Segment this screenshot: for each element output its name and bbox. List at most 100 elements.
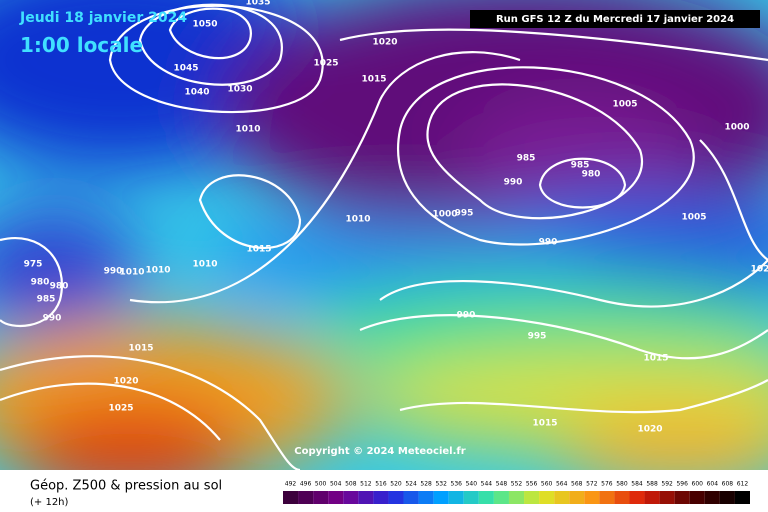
color-tick-label: 600	[692, 481, 704, 488]
color-swatch	[463, 491, 479, 504]
isobar-label: 990	[457, 311, 476, 321]
isobar-label: 995	[455, 209, 474, 219]
color-swatch	[313, 491, 329, 504]
color-swatch	[584, 491, 600, 504]
color-swatch	[644, 491, 660, 504]
color-tick-label: 504	[330, 481, 342, 488]
color-swatch	[569, 491, 585, 504]
color-tick-label: 512	[360, 481, 372, 488]
color-tick-label: 524	[405, 481, 417, 488]
footer-title: Géop. Z500 & pression au sol	[30, 479, 222, 494]
color-tick-label: 552	[511, 481, 523, 488]
isobar-label: 1010	[119, 268, 144, 278]
isobar-label: 985	[571, 161, 590, 171]
color-tick-label: 492	[285, 481, 297, 488]
isobar-label: 990	[43, 314, 62, 324]
color-tick-label: 580	[616, 481, 628, 488]
isobar-label: 1020	[637, 425, 662, 435]
isobar-label: 1015	[246, 245, 271, 255]
isobar-label: 1005	[681, 213, 706, 223]
isobar-label: 1010	[145, 266, 170, 276]
run-label: Run GFS 12 Z du Mercredi 17 janvier 2024	[496, 14, 734, 25]
isobar-label: 1035	[245, 0, 270, 8]
color-swatch	[629, 491, 645, 504]
color-swatch	[478, 491, 494, 504]
isobar-label: 985	[37, 295, 56, 305]
footer-lead: (+ 12h)	[30, 497, 69, 508]
color-tick-label: 548	[496, 481, 508, 488]
date: Jeudi 18 janvier 2024	[19, 10, 187, 26]
color-swatch	[493, 491, 509, 504]
color-tick-label: 540	[466, 481, 478, 488]
isobar-label: 1000	[432, 210, 457, 220]
color-tick-label: 496	[300, 481, 312, 488]
time: 1:00 locale	[20, 33, 143, 57]
field	[0, 0, 768, 470]
isobar-label: 1015	[532, 419, 557, 429]
color-swatch	[343, 491, 359, 504]
isobar-label: 1045	[173, 64, 198, 74]
isobar-label: 1015	[643, 354, 668, 364]
color-tick-label: 528	[420, 481, 432, 488]
isobar-label: 980	[50, 282, 69, 292]
isobar-label: 1020	[372, 38, 397, 48]
color-swatch	[448, 491, 464, 504]
copyright: Copyright © 2024 Meteociel.fr	[294, 446, 465, 457]
isobar-label: 1025	[108, 404, 133, 414]
color-swatch	[298, 491, 314, 504]
isobar-label: 980	[582, 170, 601, 180]
color-swatch	[358, 491, 374, 504]
color-tick-label: 500	[315, 481, 327, 488]
isobar-label: 1015	[128, 344, 153, 354]
isobar-label: 1000	[724, 123, 749, 133]
color-tick-label: 536	[451, 481, 463, 488]
color-tick-label: 572	[586, 481, 598, 488]
isobar-label: 995	[528, 332, 547, 342]
color-tick-label: 516	[375, 481, 387, 488]
color-tick-label: 576	[601, 481, 613, 488]
color-swatch	[388, 491, 404, 504]
color-tick-label: 560	[541, 481, 553, 488]
color-tick-label: 544	[481, 481, 493, 488]
isobar-label: 1040	[184, 88, 209, 98]
color-swatch	[719, 491, 735, 504]
isobar-label: 1010	[345, 215, 370, 225]
isobar-label: 102	[751, 265, 768, 275]
color-swatch	[659, 491, 675, 504]
color-swatch	[554, 491, 570, 504]
color-tick-label: 612	[737, 481, 749, 488]
isobar-label: 1010	[192, 260, 217, 270]
color-swatch	[283, 491, 299, 504]
color-tick-label: 564	[556, 481, 568, 488]
isobar-label: 990	[504, 178, 523, 188]
run-box	[470, 10, 760, 28]
color-tick-label: 608	[722, 481, 734, 488]
color-tick-label: 508	[345, 481, 357, 488]
isobar-label: 1050	[192, 20, 217, 30]
isobar-label: 980	[31, 278, 50, 288]
color-tick-label: 584	[631, 481, 643, 488]
color-tick-label: 532	[435, 481, 447, 488]
isobar-label: 985	[517, 154, 536, 164]
color-tick-label: 588	[646, 481, 658, 488]
color-tick-label: 568	[571, 481, 583, 488]
isobar-label: 990	[104, 267, 123, 277]
isobar-label: 990	[539, 238, 558, 248]
color-tick-label: 556	[526, 481, 538, 488]
color-swatch	[403, 491, 419, 504]
isobar-label: 975	[24, 260, 43, 270]
isobar-label: 1030	[227, 85, 252, 95]
color-swatch	[674, 491, 690, 504]
color-swatch	[524, 491, 540, 504]
isobar-label: 1025	[313, 59, 338, 69]
color-swatch	[418, 491, 434, 504]
color-tick-label: 604	[707, 481, 719, 488]
color-swatch	[539, 491, 555, 504]
color-swatch	[734, 491, 750, 504]
color-tick-label: 596	[676, 481, 688, 488]
isobar-label: 1005	[612, 100, 637, 110]
color-swatch	[599, 491, 615, 504]
color-swatch	[373, 491, 389, 504]
isobar-label: 1015	[361, 75, 386, 85]
